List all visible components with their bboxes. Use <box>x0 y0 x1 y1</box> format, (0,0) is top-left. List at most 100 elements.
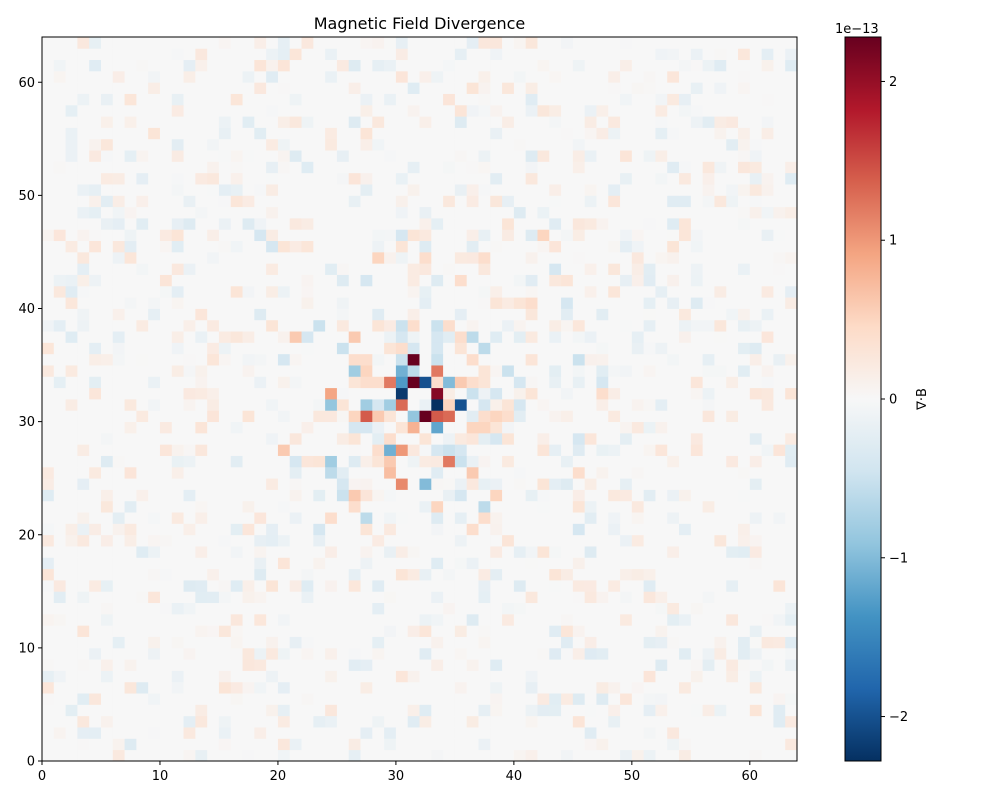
heatmap-cell <box>773 127 786 140</box>
heatmap-cell <box>525 37 538 49</box>
heatmap-cell <box>148 365 161 377</box>
heatmap-cell <box>596 399 609 411</box>
heatmap-cell <box>148 738 161 751</box>
heatmap-cell <box>620 229 633 242</box>
heatmap-cell <box>218 478 232 490</box>
heatmap-cell <box>584 580 597 592</box>
heatmap-cell <box>136 704 149 717</box>
heatmap-cell <box>148 546 161 558</box>
heatmap-cell <box>454 580 468 592</box>
heatmap-cell <box>183 478 196 490</box>
heatmap-cell <box>608 319 621 332</box>
heatmap-cell <box>561 365 574 377</box>
heatmap-cell <box>289 670 302 683</box>
heatmap-cell <box>254 93 267 106</box>
heatmap-cell <box>289 184 302 196</box>
heatmap-cell <box>443 116 456 128</box>
heatmap-cell <box>384 184 397 196</box>
heatmap-cell <box>325 376 338 389</box>
heatmap-cell <box>667 625 680 637</box>
heatmap-cell <box>230 591 243 604</box>
heatmap-cell <box>372 625 385 637</box>
heatmap-cell <box>254 274 267 287</box>
heatmap-cell <box>65 353 78 366</box>
heatmap-cell <box>372 150 385 162</box>
heatmap-cell <box>254 432 267 445</box>
heatmap-cell <box>266 659 279 671</box>
heatmap-cell <box>348 738 361 751</box>
heatmap-cell <box>159 613 173 626</box>
heatmap-cell <box>431 546 444 558</box>
heatmap-cell <box>100 580 114 592</box>
heatmap-cell <box>419 342 432 355</box>
heatmap-cell <box>136 376 149 389</box>
heatmap-cell <box>502 342 515 355</box>
heatmap-cell <box>726 500 739 513</box>
heatmap-cell <box>89 557 102 570</box>
heatmap-cell <box>549 523 562 536</box>
heatmap-cell <box>89 534 102 547</box>
heatmap-cell <box>124 251 137 264</box>
heatmap-cell <box>336 466 350 479</box>
heatmap-cell <box>502 478 515 490</box>
heatmap-cell <box>466 738 479 751</box>
heatmap-cell <box>384 353 397 366</box>
heatmap-cell <box>372 70 385 83</box>
heatmap-cell <box>301 70 314 83</box>
heatmap-cell <box>655 478 668 490</box>
heatmap-cell <box>690 410 704 423</box>
heatmap-cell <box>525 455 538 468</box>
heatmap-cell <box>537 342 550 355</box>
heatmap-cell <box>360 727 373 739</box>
heatmap-cell <box>136 557 149 570</box>
heatmap-cell <box>266 557 279 570</box>
heatmap-cell <box>490 116 503 128</box>
heatmap-cell <box>53 681 66 694</box>
heatmap-cell <box>490 557 503 570</box>
heatmap-cell <box>301 568 314 581</box>
heatmap-cell <box>254 229 267 242</box>
x-tick-label: 30 <box>388 769 405 784</box>
heatmap-cell <box>513 218 527 230</box>
heatmap-cell <box>655 376 668 389</box>
heatmap-cell <box>372 670 385 683</box>
heatmap-cell <box>395 546 409 558</box>
heatmap-cell <box>596 489 609 502</box>
heatmap-cell <box>655 444 668 456</box>
heatmap-cell <box>478 104 491 117</box>
heatmap-cell <box>431 263 444 275</box>
heatmap-cell <box>266 297 279 309</box>
heatmap-cell <box>525 308 538 321</box>
heatmap-cell <box>655 93 668 106</box>
heatmap-cell <box>702 263 715 275</box>
heatmap-cell <box>655 104 668 117</box>
heatmap-cell <box>596 218 609 230</box>
heatmap-cell <box>195 432 208 445</box>
heatmap-cell <box>466 240 479 253</box>
heatmap-cell <box>53 534 66 547</box>
heatmap-cell <box>348 240 361 253</box>
heatmap-cell <box>407 342 420 355</box>
heatmap-cell <box>112 670 125 683</box>
heatmap-cell <box>679 285 692 298</box>
heatmap-cell <box>655 399 668 411</box>
heatmap-cell <box>490 410 503 423</box>
heatmap-cell <box>348 331 361 343</box>
heatmap-cell <box>454 749 468 762</box>
heatmap-cell <box>655 455 668 468</box>
heatmap-cell <box>714 399 727 411</box>
heatmap-cell <box>773 184 786 196</box>
heatmap-cell <box>100 681 114 694</box>
heatmap-cell <box>348 353 361 366</box>
heatmap-cell <box>360 670 373 683</box>
heatmap-cell <box>395 466 409 479</box>
heatmap-cell <box>667 82 680 94</box>
heatmap-cell <box>277 670 291 683</box>
heatmap-cell <box>572 353 586 366</box>
heatmap-cell <box>266 376 279 389</box>
heatmap-cell <box>171 738 184 751</box>
heatmap-cell <box>655 331 668 343</box>
heatmap-cell <box>171 342 184 355</box>
